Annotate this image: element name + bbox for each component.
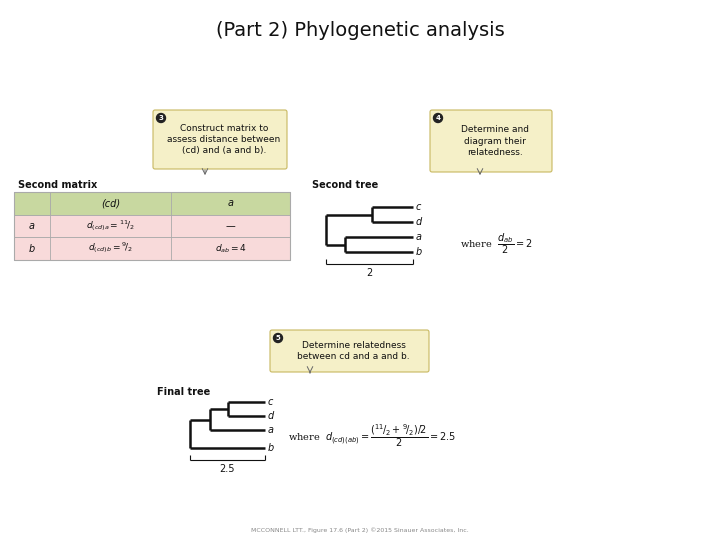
Text: 5: 5: [276, 335, 280, 341]
FancyBboxPatch shape: [430, 110, 552, 172]
Text: $d_{(cd)b} = {^{9}\!/_{2}}$: $d_{(cd)b} = {^{9}\!/_{2}}$: [89, 241, 133, 256]
Bar: [14, 215, 290, 238]
Text: Construct matrix to
assess distance between
(cd) and (a and b).: Construct matrix to assess distance betw…: [167, 124, 281, 155]
Text: where  $\dfrac{d_{ab}}{2} = 2$: where $\dfrac{d_{ab}}{2} = 2$: [460, 232, 532, 256]
Text: (cd): (cd): [101, 198, 120, 208]
Text: d: d: [268, 411, 274, 421]
Circle shape: [433, 113, 443, 123]
Text: a: a: [268, 425, 274, 435]
FancyBboxPatch shape: [153, 110, 287, 169]
FancyBboxPatch shape: [270, 330, 429, 372]
Text: Determine and
diagram their
relatedness.: Determine and diagram their relatedness.: [461, 125, 529, 157]
Text: a: a: [228, 198, 234, 208]
Text: c: c: [268, 397, 274, 407]
Text: (Part 2) Phylogenetic analysis: (Part 2) Phylogenetic analysis: [215, 21, 505, 39]
Text: a: a: [29, 221, 35, 231]
Text: 2: 2: [366, 268, 373, 278]
Text: b: b: [416, 247, 422, 257]
Circle shape: [156, 113, 166, 123]
Text: MCCONNELL LTT., Figure 17.6 (Part 2) ©2015 Sinauer Associates, Inc.: MCCONNELL LTT., Figure 17.6 (Part 2) ©20…: [251, 527, 469, 533]
Circle shape: [274, 334, 282, 342]
Text: d: d: [416, 217, 422, 227]
Bar: [14, 192, 290, 260]
Text: Second tree: Second tree: [312, 180, 378, 190]
Bar: [14, 238, 290, 260]
Text: $d_{(cd)a} = {^{11}\!/_{2}}$: $d_{(cd)a} = {^{11}\!/_{2}}$: [86, 218, 135, 234]
Text: where  $d_{(cd)(ab)} = \dfrac{(^{11}\!/_{2} + ^{9}\!/_{2})/2}{2} = 2.5$: where $d_{(cd)(ab)} = \dfrac{(^{11}\!/_{…: [288, 423, 456, 449]
Bar: [14, 192, 290, 215]
Text: 4: 4: [436, 115, 441, 121]
Text: c: c: [416, 202, 421, 212]
Text: b: b: [268, 443, 274, 453]
Text: Second matrix: Second matrix: [18, 180, 97, 190]
Text: Final tree: Final tree: [157, 387, 210, 397]
Text: b: b: [29, 244, 35, 254]
Text: 3: 3: [158, 115, 163, 121]
Text: $d_{ab} = 4$: $d_{ab} = 4$: [215, 242, 247, 255]
Text: 2.5: 2.5: [220, 464, 235, 474]
Text: —: —: [226, 221, 235, 231]
Text: Determine relatedness
between cd and a and b.: Determine relatedness between cd and a a…: [297, 341, 410, 361]
Text: a: a: [416, 232, 422, 242]
Bar: [14, 192, 50, 215]
